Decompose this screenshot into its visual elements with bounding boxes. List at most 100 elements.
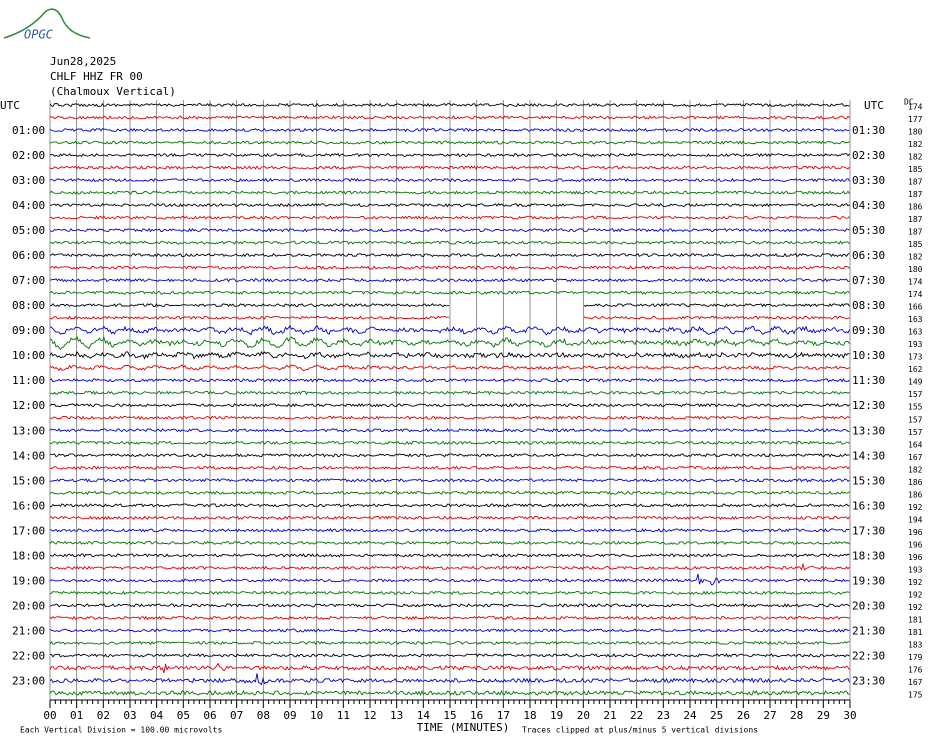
x-tick-label: 18: [523, 709, 536, 722]
dc-value: 193: [908, 565, 923, 574]
clip-note: Traces clipped at plus/minus 5 vertical …: [522, 726, 758, 735]
scale-note: Each Vertical Division = 100.00 microvol…: [20, 726, 222, 735]
trace: [49, 378, 850, 383]
x-tick-label: 04: [150, 709, 164, 722]
right-hour-label: 06:30: [852, 249, 885, 262]
left-hour-label: 09:00: [12, 324, 45, 337]
trace: [49, 227, 850, 233]
x-tick-label: 19: [550, 709, 563, 722]
trace: [49, 303, 850, 308]
trace: [49, 364, 850, 372]
trace: [49, 628, 850, 633]
trace: [49, 402, 850, 408]
left-hour-label: 22:00: [12, 649, 45, 662]
dc-value: 180: [908, 128, 923, 137]
left-hour-label: 19:00: [12, 574, 45, 587]
left-hour-label: 20:00: [12, 599, 45, 612]
dc-value: 187: [908, 190, 923, 199]
trace: [49, 315, 850, 320]
trace: [49, 127, 850, 133]
right-hour-label: 09:30: [852, 324, 885, 337]
dc-value: 183: [908, 640, 923, 649]
x-tick-label: 13: [390, 709, 403, 722]
left-hour-label: 23:00: [12, 674, 45, 687]
trace: [49, 603, 850, 608]
dc-value: 192: [908, 578, 923, 587]
trace: [49, 415, 850, 421]
trace: [49, 503, 850, 508]
dc-value: 186: [908, 203, 923, 212]
dc-value: 181: [908, 615, 923, 624]
x-tick-label: 24: [683, 709, 697, 722]
left-hour-label: 14:00: [12, 449, 45, 462]
dc-value: 167: [908, 453, 923, 462]
dc-value: 163: [908, 315, 923, 324]
trace: [49, 428, 850, 433]
right-hour-label: 15:30: [852, 474, 885, 487]
x-tick-label: 08: [257, 709, 270, 722]
x-tick-label: 10: [310, 709, 323, 722]
dc-value: 187: [908, 215, 923, 224]
right-hour-label: 22:30: [852, 649, 885, 662]
trace: [49, 140, 850, 145]
left-hour-label: 05:00: [12, 224, 45, 237]
trace: [49, 202, 850, 208]
x-tick-label: 07: [230, 709, 243, 722]
location: (Chalmoux Vertical): [50, 85, 176, 98]
trace: [49, 215, 850, 220]
dc-value: 182: [908, 153, 923, 162]
date: Jun28,2025: [50, 55, 116, 68]
x-tick-label: 00: [43, 709, 56, 722]
right-hour-label: 08:30: [852, 299, 885, 312]
dc-value: 182: [908, 465, 923, 474]
dc-value: 196: [908, 528, 923, 537]
x-tick-label: 05: [177, 709, 190, 722]
left-hour-label: 06:00: [12, 249, 45, 262]
right-hour-label: 18:30: [852, 549, 885, 562]
dc-value: 174: [908, 278, 923, 287]
x-tick-label: 22: [630, 709, 643, 722]
trace: [49, 640, 850, 646]
trace: [49, 478, 850, 483]
station: CHLF HHZ FR 00: [50, 70, 143, 83]
left-hour-label: 04:00: [12, 199, 45, 212]
trace: [49, 440, 850, 446]
trace: [49, 252, 850, 258]
right-hour-label: 20:30: [852, 599, 885, 612]
x-tick-label: 30: [843, 709, 856, 722]
dc-value: 174: [908, 290, 923, 299]
right-hour-label: 16:30: [852, 499, 885, 512]
dc-title: DC: [904, 98, 914, 107]
dc-value: 155: [908, 403, 923, 412]
x-tick-label: 25: [710, 709, 723, 722]
dc-value: 167: [908, 678, 923, 687]
trace: [49, 689, 850, 697]
dc-value: 192: [908, 590, 923, 599]
trace: [49, 177, 850, 183]
left-hour-label: 10:00: [12, 349, 45, 362]
right-hour-label: 19:30: [852, 574, 885, 587]
trace: [49, 562, 850, 571]
dc-value: 194: [908, 515, 923, 524]
right-hour-label: 02:30: [852, 149, 885, 162]
dc-value: 182: [908, 140, 923, 149]
trace: [49, 165, 850, 170]
trace: [50, 590, 850, 596]
x-tick-label: 23: [657, 709, 670, 722]
left-hour-label: 16:00: [12, 499, 45, 512]
dc-value: 186: [908, 490, 923, 499]
dc-value: 175: [908, 690, 923, 699]
right-hour-label: 03:30: [852, 174, 885, 187]
right-hour-label: 05:30: [852, 224, 885, 237]
right-hour-label: 13:30: [852, 424, 885, 437]
dc-value: 187: [908, 178, 923, 187]
right-hour-label: 12:30: [852, 399, 885, 412]
trace: [49, 615, 850, 621]
dc-value: 157: [908, 415, 923, 424]
trace: [49, 190, 850, 195]
dc-value: 192: [908, 503, 923, 512]
trace: [49, 115, 850, 120]
left-hour-label: 03:00: [12, 174, 45, 187]
trace: [49, 540, 850, 545]
x-tick-label: 11: [337, 709, 350, 722]
